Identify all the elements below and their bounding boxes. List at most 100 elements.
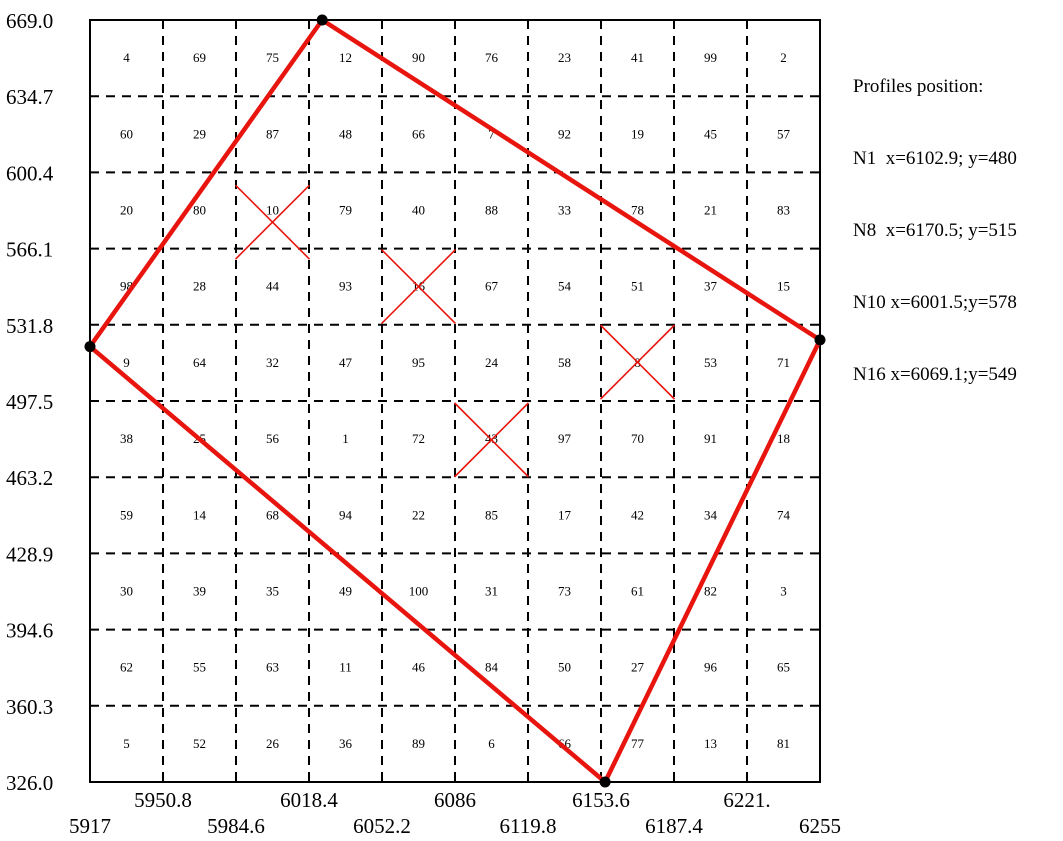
cell-number: 77 <box>631 736 645 751</box>
cell-number: 84 <box>485 660 499 675</box>
cell-number: 36 <box>339 736 353 751</box>
x-tick-label-upper: 5950.8 <box>134 788 192 812</box>
cell-number: 81 <box>777 736 790 751</box>
cell-number: 19 <box>631 126 644 141</box>
cell-number: 83 <box>777 203 790 218</box>
profile-cross-8 <box>599 324 676 400</box>
cell-number: 100 <box>409 584 429 599</box>
cell-number: 7 <box>488 126 495 141</box>
y-tick-label: 394.6 <box>6 619 53 643</box>
x-tick-label-upper: 6018.4 <box>280 788 338 812</box>
cell-number: 40 <box>412 203 425 218</box>
cell-number: 60 <box>120 126 133 141</box>
cell-number: 59 <box>120 507 133 522</box>
cell-number: 69 <box>193 50 206 65</box>
cell-number: 76 <box>485 50 499 65</box>
y-tick-label: 566.1 <box>6 238 53 262</box>
cell-number: 54 <box>558 279 572 294</box>
cell-number: 71 <box>777 355 790 370</box>
y-tick-label: 531.8 <box>6 314 53 338</box>
cell-number: 67 <box>485 279 499 294</box>
legend-line-n16: N16 x=6069.1;y=549 <box>853 364 1017 385</box>
x-axis-labels: 5950.8 6018.4 6086 6153.6 6221. 5917 5984.6 605… <box>69 788 841 838</box>
y-tick-label: 463.2 <box>6 466 53 490</box>
cell-number: 15 <box>777 279 790 294</box>
cell-number: 23 <box>558 50 571 65</box>
cell-number: 70 <box>631 431 644 446</box>
boundary-vertex-dot <box>316 14 328 26</box>
cell-number: 99 <box>704 50 717 65</box>
y-tick-label: 497.5 <box>6 390 53 414</box>
cell-number: 49 <box>339 584 352 599</box>
cell-number: 51 <box>631 279 644 294</box>
cell-number: 12 <box>339 50 352 65</box>
cell-number: 88 <box>485 203 498 218</box>
cell-number: 35 <box>266 584 279 599</box>
boundary-vertex-dot <box>84 341 96 353</box>
y-tick-label: 360.3 <box>6 695 53 719</box>
cell-number: 87 <box>266 126 280 141</box>
y-tick-label: 600.4 <box>6 161 54 185</box>
cell-number: 73 <box>558 584 571 599</box>
cell-number: 18 <box>777 431 790 446</box>
x-tick-label-upper: 6153.6 <box>572 788 630 812</box>
cell-number: 28 <box>193 279 206 294</box>
cell-number: 64 <box>193 355 207 370</box>
cell-number: 50 <box>558 660 571 675</box>
cell-number: 93 <box>339 279 352 294</box>
y-tick-label: 634.7 <box>6 85 53 109</box>
cell-number: 6 <box>488 736 495 751</box>
x-tick-label-lower: 6255 <box>799 814 841 838</box>
cell-number: 96 <box>704 660 718 675</box>
grid-lines <box>89 19 821 783</box>
cell-number: 80 <box>193 203 206 218</box>
x-tick-label-lower: 6119.8 <box>500 814 557 838</box>
legend-line-n10: N10 x=6001.5;y=578 <box>853 292 1017 313</box>
cell-number: 63 <box>266 660 279 675</box>
cell-number: 45 <box>704 126 717 141</box>
cell-number: 46 <box>412 660 426 675</box>
profiles-legend: Profiles position: N1 x=6102.9; y=480 N8… <box>853 27 1017 411</box>
cell-number: 97 <box>558 431 572 446</box>
cell-number: 61 <box>631 584 644 599</box>
legend-title: Profiles position: <box>853 76 984 97</box>
cell-number: 14 <box>193 507 207 522</box>
cell-number: 3 <box>780 584 787 599</box>
cell-number: 1 <box>342 431 349 446</box>
boundary-vertex-dot <box>814 334 826 346</box>
cell-number: 53 <box>704 355 717 370</box>
cell-number: 56 <box>266 431 280 446</box>
x-tick-label-lower: 6187.4 <box>645 814 703 838</box>
plot-frame <box>89 19 821 783</box>
cell-number: 74 <box>777 507 791 522</box>
cell-number: 27 <box>631 660 645 675</box>
cell-number: 26 <box>266 736 280 751</box>
cell-number: 22 <box>412 507 425 522</box>
cell-number: 91 <box>704 431 717 446</box>
cell-number: 52 <box>193 736 206 751</box>
profile-crosses <box>234 184 676 478</box>
cell-number: 17 <box>558 507 572 522</box>
x-tick-label-lower: 5917 <box>69 814 111 838</box>
cell-number: 37 <box>704 279 718 294</box>
y-tick-label: 326.0 <box>6 771 53 795</box>
cell-number: 57 <box>777 126 791 141</box>
y-axis-labels: 669.0 634.7 600.4 566.1 531.8 497.5 463.2 428.9… <box>6 9 54 795</box>
x-tick-label-lower: 5984.6 <box>207 814 265 838</box>
cell-number: 34 <box>704 507 718 522</box>
cell-number: 85 <box>485 507 498 522</box>
cell-number: 90 <box>412 50 425 65</box>
cell-number: 29 <box>193 126 206 141</box>
cell-number: 79 <box>339 203 352 218</box>
cell-number: 68 <box>266 507 279 522</box>
cell-number: 30 <box>120 584 133 599</box>
cell-number: 44 <box>266 279 280 294</box>
cell-number: 62 <box>120 660 133 675</box>
cell-number: 10 <box>266 203 279 218</box>
cell-number: 72 <box>412 431 425 446</box>
cell-number: 39 <box>193 584 206 599</box>
y-tick-label: 669.0 <box>6 9 53 33</box>
x-tick-label-lower: 6052.2 <box>353 814 411 838</box>
cell-number: 13 <box>704 736 717 751</box>
